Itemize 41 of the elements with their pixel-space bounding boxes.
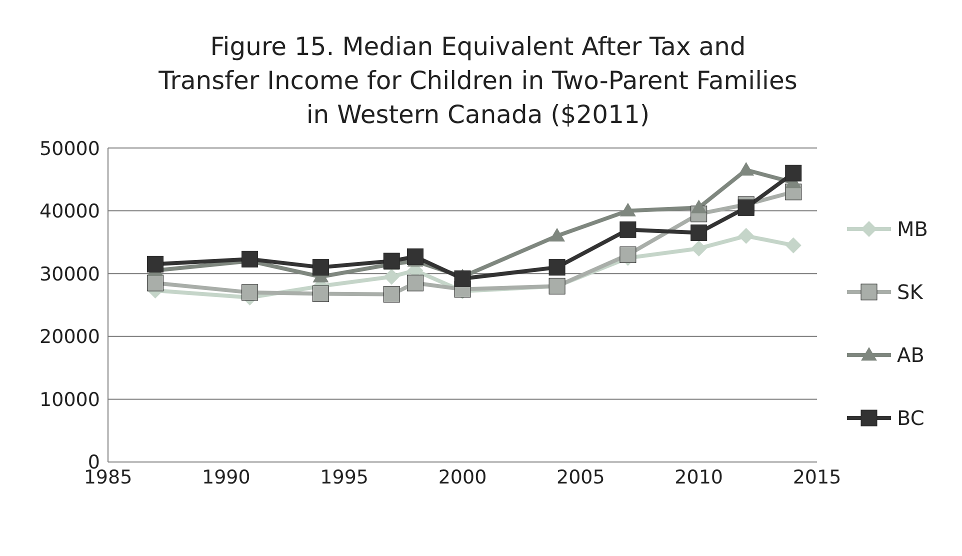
point	[549, 228, 566, 242]
point	[690, 224, 708, 242]
point	[690, 200, 707, 214]
point	[454, 270, 471, 287]
x-tick-label: 2000	[438, 466, 487, 488]
point	[242, 250, 258, 268]
point	[406, 248, 424, 265]
point	[383, 286, 400, 303]
x-tick-label: 1995	[320, 466, 369, 488]
point	[147, 256, 164, 272]
point	[738, 199, 754, 216]
point	[785, 237, 802, 254]
point	[147, 274, 164, 292]
x-tick-label: 1990	[202, 466, 250, 488]
legend-label: AB	[897, 342, 924, 366]
point	[384, 268, 400, 285]
point	[620, 246, 636, 264]
point	[620, 221, 636, 238]
point	[406, 274, 424, 292]
point	[312, 259, 329, 276]
legend-label: BC	[897, 406, 924, 430]
y-tick-label: 10000	[40, 388, 100, 411]
chart-title: Figure 15. Median Equivalent After Tax and Transfer Income for Children in Two-Parent Families in Western Canada ($2011)	[158, 31, 798, 131]
y-tick-label: 30000	[40, 263, 100, 286]
point	[785, 164, 802, 182]
y-tick-label: 50000	[40, 138, 100, 160]
x-tick-label: 2015	[792, 466, 842, 488]
legend-label: MB	[897, 216, 928, 240]
x-tick-label: 2010	[674, 466, 724, 488]
point	[738, 162, 754, 176]
x-tick-label: 2005	[556, 466, 605, 488]
point	[312, 285, 329, 302]
y-tick-label: 40000	[40, 200, 100, 223]
point	[242, 284, 258, 301]
point	[383, 252, 400, 270]
y-tick-label: 20000	[40, 326, 100, 348]
point	[548, 259, 566, 276]
point	[738, 228, 754, 244]
legend-label: SK	[897, 280, 923, 304]
point	[690, 240, 707, 256]
point	[620, 202, 636, 216]
